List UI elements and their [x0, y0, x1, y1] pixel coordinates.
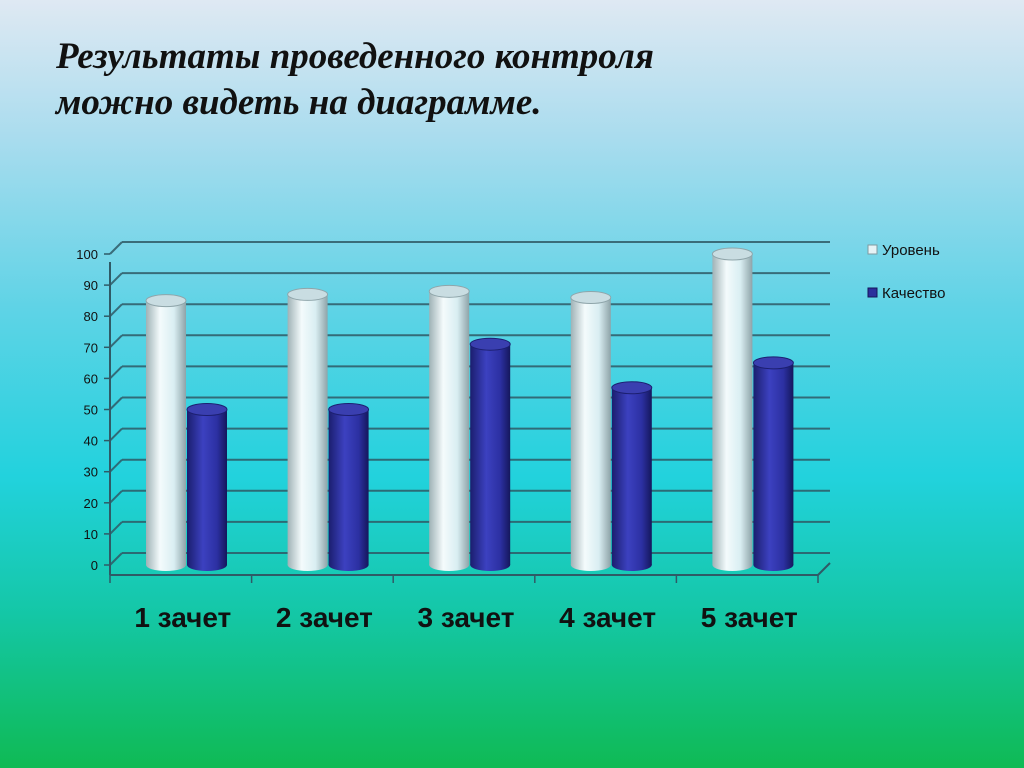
x-category-label: 5 зачет [701, 602, 798, 633]
gridline-side [109, 552, 123, 566]
bar-top [711, 247, 753, 261]
bar-body [429, 291, 470, 565]
bar-top [145, 294, 187, 308]
legend-label: Уровень [882, 242, 940, 259]
x-category-label: 4 зачет [559, 602, 656, 633]
bar-base [570, 559, 611, 571]
bar-base [146, 559, 186, 571]
bar-top [752, 356, 794, 370]
x-category-label: 2 зачет [276, 602, 373, 633]
bar [570, 291, 612, 571]
y-tick-label: 10 [84, 527, 98, 542]
bar-top [469, 337, 511, 351]
x-category-label: 3 зачет [418, 602, 515, 633]
y-tick-label: 100 [76, 247, 98, 262]
y-tick-label: 80 [84, 309, 98, 324]
y-tick-label: 20 [84, 496, 98, 511]
bar [287, 287, 329, 571]
legend-swatch [867, 244, 878, 255]
bar-body [712, 254, 753, 565]
bar-base [712, 559, 753, 571]
bar [145, 294, 187, 571]
bar [328, 403, 370, 571]
gridline-side [109, 241, 123, 255]
y-tick-label: 0 [91, 558, 98, 573]
gridline-side [109, 365, 123, 380]
gridline-side [109, 427, 123, 442]
y-tick-label: 30 [84, 465, 98, 480]
title-line-1: Результаты проведенного контроля [56, 36, 654, 77]
bar-base [611, 559, 652, 571]
bar-base [470, 559, 511, 571]
y-tick-label: 60 [84, 371, 98, 386]
slide-title: Результаты проведенного контроля можно в… [56, 34, 956, 126]
gridline-side [109, 521, 123, 535]
bar-body [611, 387, 652, 565]
gridline-side [109, 396, 123, 411]
bar-base [429, 559, 470, 571]
title-line-2: можно видеть на диаграмме. [56, 82, 542, 123]
legend-label: Качество [882, 285, 945, 302]
bar [611, 381, 653, 571]
bar-top [428, 284, 470, 298]
gridline-side [109, 334, 123, 349]
gridline-side [109, 272, 123, 286]
bar-body [753, 362, 794, 565]
bar-top [570, 291, 612, 305]
bar-base [753, 559, 794, 571]
bar [752, 356, 794, 571]
bar-body [287, 294, 328, 565]
bar-body [470, 344, 511, 565]
bar [711, 247, 753, 571]
bar-base [287, 559, 328, 571]
bar [469, 337, 511, 571]
y-tick-label: 70 [84, 340, 98, 355]
bar-body [328, 409, 369, 565]
bar [186, 403, 228, 571]
bar-top [328, 403, 370, 416]
bar-base [187, 559, 227, 571]
bar-body [146, 300, 186, 565]
bar-top [287, 287, 329, 301]
bar-body [570, 297, 611, 565]
gridline-side [109, 303, 123, 317]
bar-base [328, 559, 369, 571]
bar [428, 284, 470, 571]
y-tick-label: 90 [84, 278, 98, 293]
gridline-side [109, 458, 123, 473]
y-tick-label: 50 [84, 403, 98, 418]
bar-top [186, 403, 228, 416]
gridline-side [109, 490, 123, 504]
x-axis-side [817, 562, 831, 576]
bar-body [187, 409, 227, 565]
bar-top [611, 381, 653, 395]
y-tick-label: 40 [84, 434, 98, 449]
legend-swatch [867, 287, 878, 298]
x-category-label: 1 зачет [134, 602, 231, 633]
